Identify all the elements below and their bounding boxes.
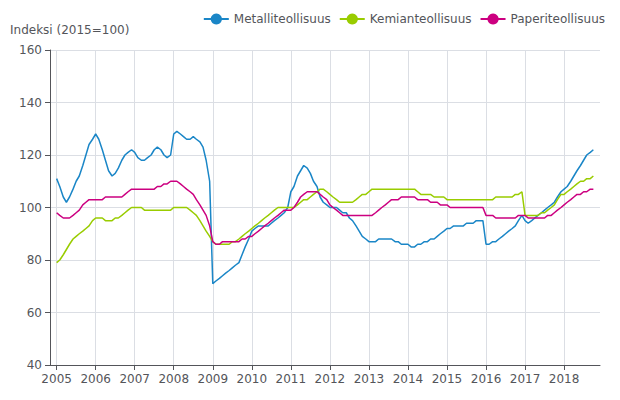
svg-text:2010: 2010: [237, 372, 268, 386]
svg-text:2011: 2011: [276, 372, 307, 386]
svg-text:2015: 2015: [432, 372, 463, 386]
svg-text:2012: 2012: [315, 372, 346, 386]
svg-text:2018: 2018: [549, 372, 580, 386]
svg-text:2005: 2005: [41, 372, 72, 386]
svg-text:Metalliteollisuus: Metalliteollisuus: [234, 12, 331, 26]
svg-text:2014: 2014: [393, 372, 424, 386]
svg-text:Paperiteollisuus: Paperiteollisuus: [511, 12, 605, 26]
svg-text:2008: 2008: [158, 372, 189, 386]
svg-text:80: 80: [27, 253, 42, 267]
svg-text:2006: 2006: [80, 372, 111, 386]
svg-text:160: 160: [19, 43, 42, 57]
svg-text:Kemianteollisuus: Kemianteollisuus: [370, 12, 472, 26]
svg-text:2017: 2017: [510, 372, 541, 386]
svg-text:2013: 2013: [354, 372, 385, 386]
svg-text:40: 40: [27, 358, 42, 372]
svg-text:Indeksi (2015=100): Indeksi (2015=100): [10, 23, 129, 37]
svg-text:120: 120: [19, 148, 42, 162]
svg-text:140: 140: [19, 96, 42, 110]
svg-text:2009: 2009: [198, 372, 229, 386]
svg-text:60: 60: [27, 306, 42, 320]
svg-text:100: 100: [19, 201, 42, 215]
svg-text:2007: 2007: [119, 372, 150, 386]
svg-text:2016: 2016: [471, 372, 502, 386]
